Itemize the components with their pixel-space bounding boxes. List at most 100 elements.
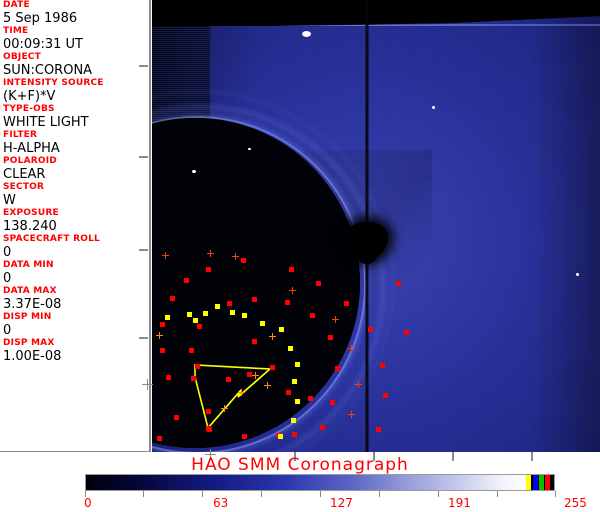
colorbar-tick-label: 63 [213,496,229,510]
overlay-marker [308,396,313,401]
metadata-field-sector: SECTOR W [0,182,148,208]
metadata-value-time: 00:09:31 UT [3,37,83,52]
colorbar[interactable] [85,474,555,491]
bright-point-source [576,273,579,276]
metadata-label-type-obs: TYPE-OBS [3,104,55,114]
colorbar-tick-labels: 0 63 127 191 255 [0,496,600,512]
overlay-plus-marker [156,332,163,339]
overlay-marker [203,311,208,316]
overlay-marker [160,348,165,353]
colorbar-tick-label: 191 [448,496,471,510]
overlay-marker [291,418,296,423]
metadata-value-filter: H-ALPHA [3,141,60,156]
overlay-marker [242,434,247,439]
overlay-plus-marker [264,382,271,389]
metadata-value-data-max: 3.37E-08 [3,297,62,312]
overlay-plus-marker [332,316,339,323]
overlay-marker [191,376,196,381]
overlay-marker [404,330,409,335]
metadata-field-type-obs: TYPE-OBS WHITE LIGHT [0,104,148,130]
overlay-marker [241,258,246,263]
metadata-label-intensity-source: INTENSITY SOURCE [3,78,104,88]
overlay-marker [215,304,220,309]
overlay-marker [295,399,300,404]
metadata-label-filter: FILTER [3,130,38,140]
metadata-value-sector: W [3,193,16,208]
metadata-value-object: SUN:CORONA [3,63,93,78]
axis-tick-left [139,249,148,251]
overlay-marker [207,427,212,432]
axis-tick-bottom [452,452,454,461]
metadata-value-date: 5 Sep 1986 [3,11,78,26]
coronagraph-image[interactable] [152,0,600,452]
overlay-marker [295,362,300,367]
metadata-field-date: DATE 5 Sep 1986 [0,0,148,26]
colorbar-tick-label: 0 [84,496,92,510]
metadata-label-object: OBJECT [3,52,41,62]
overlay-plus-marker [238,389,245,396]
overlay-polygon [194,364,273,430]
overlay-marker [328,335,333,340]
bright-point-source [432,106,435,109]
metadata-label-spacecraft-roll: SPACECRAFT ROLL [3,234,100,244]
colorbar-stripe-yellow [526,475,531,490]
overlay-plus-marker [162,252,169,259]
overlay-marker [270,365,275,370]
metadata-value-type-obs: WHITE LIGHT [3,115,89,130]
colorbar-gradient [86,475,526,490]
overlay-plus-marker [348,345,355,352]
metadata-label-disp-min: DISP MIN [3,312,52,322]
overlay-marker [206,409,211,414]
colorbar-stripe-green [539,475,544,490]
overlay-marker [320,425,325,430]
metadata-field-polaroid: POLAROID CLEAR [0,156,148,182]
overlay-marker [288,346,293,351]
metadata-field-spacecraft-roll: SPACECRAFT ROLL 0 [0,234,148,260]
overlay-marker [279,327,284,332]
overlay-marker [195,364,200,369]
metadata-label-date: DATE [3,0,30,10]
overlay-marker [292,432,297,437]
metadata-label-disp-max: DISP MAX [3,338,55,348]
overlay-marker [166,375,171,380]
metadata-label-data-max: DATA MAX [3,286,57,296]
overlay-marker [368,327,373,332]
metadata-value-polaroid: CLEAR [3,167,46,182]
bright-point-source [302,31,311,37]
overlay-plus-marker [207,250,214,257]
metadata-value-disp-min: 0 [3,323,12,338]
metadata-label-time: TIME [3,26,29,36]
colorbar-tick-label: 255 [564,496,587,510]
overlay-marker [285,300,290,305]
overlay-marker [197,324,202,329]
metadata-value-disp-max: 1.00E-08 [3,349,62,364]
overlay-marker [292,379,297,384]
axis-tick-bottom [294,452,296,461]
overlay-marker [310,313,315,318]
panel-bottom-rule [0,451,149,452]
occulter-blob-tail [357,246,377,264]
overlay-marker [187,312,192,317]
overlay-marker [227,301,232,306]
overlay-marker [330,400,335,405]
axis-tick-bottom [531,452,533,461]
overlay-plus-marker [269,333,276,340]
overlay-marker [286,390,291,395]
overlay-marker [316,281,321,286]
overlay-plus-marker [348,411,355,418]
overlay-marker [165,315,170,320]
metadata-field-exposure: EXPOSURE 138.240 [0,208,148,234]
overlay-plus-marker [289,287,296,294]
metadata-value-spacecraft-roll: 0 [3,245,12,260]
colorbar-title: HAO SMM Coronagraph [191,455,409,475]
metadata-field-intensity-source: INTENSITY SOURCE (K+F)*V [0,78,148,104]
overlay-marker [260,321,265,326]
overlay-marker [247,372,252,377]
overlay-marker [189,348,194,353]
metadata-label-sector: SECTOR [3,182,45,192]
panel-divider [149,0,151,452]
metadata-field-disp-max: DISP MAX 1.00E-08 [0,338,148,364]
overlay-marker [157,436,162,441]
overlay-marker [252,297,257,302]
axis-tick-left [139,156,148,158]
